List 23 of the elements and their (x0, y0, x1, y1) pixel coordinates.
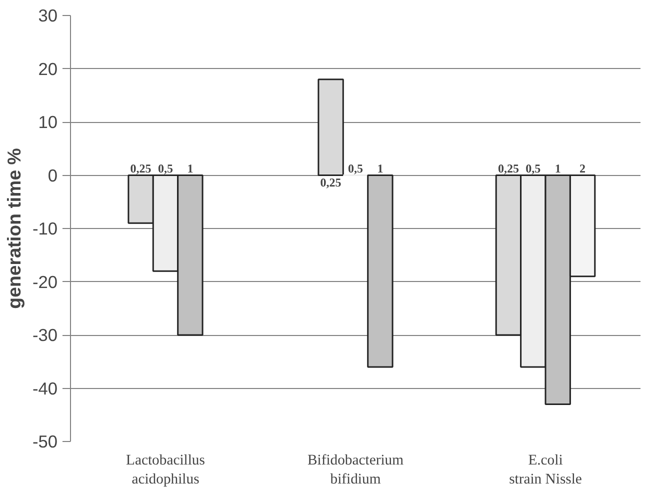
text: 0,5 (526, 161, 541, 176)
y-tick-label: 20 (38, 58, 58, 79)
text: 0,25 (320, 175, 342, 190)
series-label: 1 (187, 161, 194, 176)
x-tick-label: E.coli strain Nissle (509, 452, 582, 488)
text: 1 (377, 161, 384, 176)
x-tick-label: Bifidobacterium bifidium (307, 452, 404, 488)
text: 0,25 (498, 161, 519, 176)
x-tick-label: Lactobacillus acidophilus (126, 452, 206, 488)
y-tick-label: -20 (32, 272, 58, 292)
y-tick-label: 0 (48, 165, 58, 186)
y-tick-label: 10 (38, 112, 58, 132)
text: 0,5 (348, 161, 363, 176)
y-axis-title: generation time % (3, 148, 24, 309)
y-tick-label: 30 (38, 6, 58, 26)
series-label: 2 (580, 161, 586, 176)
y-tick-label: -30 (32, 325, 58, 345)
series-label: 0,25 (130, 161, 152, 176)
text: 1 (554, 161, 561, 176)
y-tick-label: -50 (32, 432, 58, 452)
series-label: 0,5 (158, 161, 173, 176)
y-tick-label: -10 (32, 218, 58, 238)
y-tick-label: -40 (32, 378, 58, 398)
